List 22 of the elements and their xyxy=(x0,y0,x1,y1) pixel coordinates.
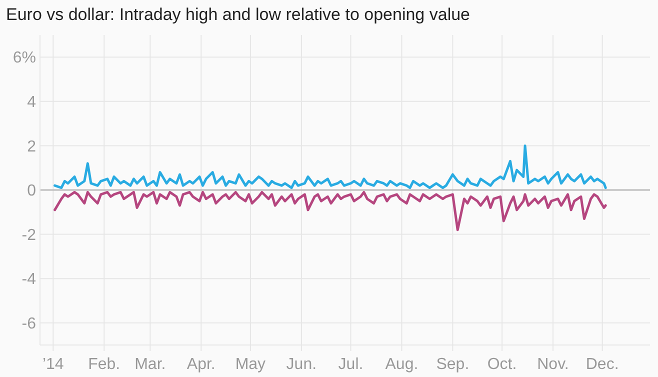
chart-title: Euro vs dollar: Intraday high and low relative to opening value xyxy=(6,5,470,24)
x-tick-label: Apr. xyxy=(186,356,216,373)
x-tick-label: Oct. xyxy=(487,356,517,373)
line-series xyxy=(54,144,607,190)
x-tick-label: Sep. xyxy=(436,356,470,373)
y-tick-label: 0 xyxy=(27,182,36,200)
y-tick-label: 2 xyxy=(27,138,36,156)
x-tick-label: ’14 xyxy=(42,356,64,373)
y-tick-label: -6 xyxy=(22,315,36,332)
x-tick-label: Nov. xyxy=(537,356,569,373)
y-tick-label: 4 xyxy=(27,94,36,112)
x-tick-label: Jul. xyxy=(338,356,364,373)
y-tick-label: 6% xyxy=(12,50,36,67)
x-tick-label: Mar. xyxy=(134,356,166,373)
x-tick-label: Dec. xyxy=(586,356,619,373)
x-tick-label: Aug. xyxy=(385,356,418,373)
y-tick-label: -4 xyxy=(22,271,36,288)
y-tick-label: -2 xyxy=(22,226,36,244)
x-tick-label: Jun. xyxy=(286,356,317,373)
line-series xyxy=(54,190,607,232)
x-tick-label: May xyxy=(235,356,266,373)
x-tick-label: Feb. xyxy=(88,356,120,373)
